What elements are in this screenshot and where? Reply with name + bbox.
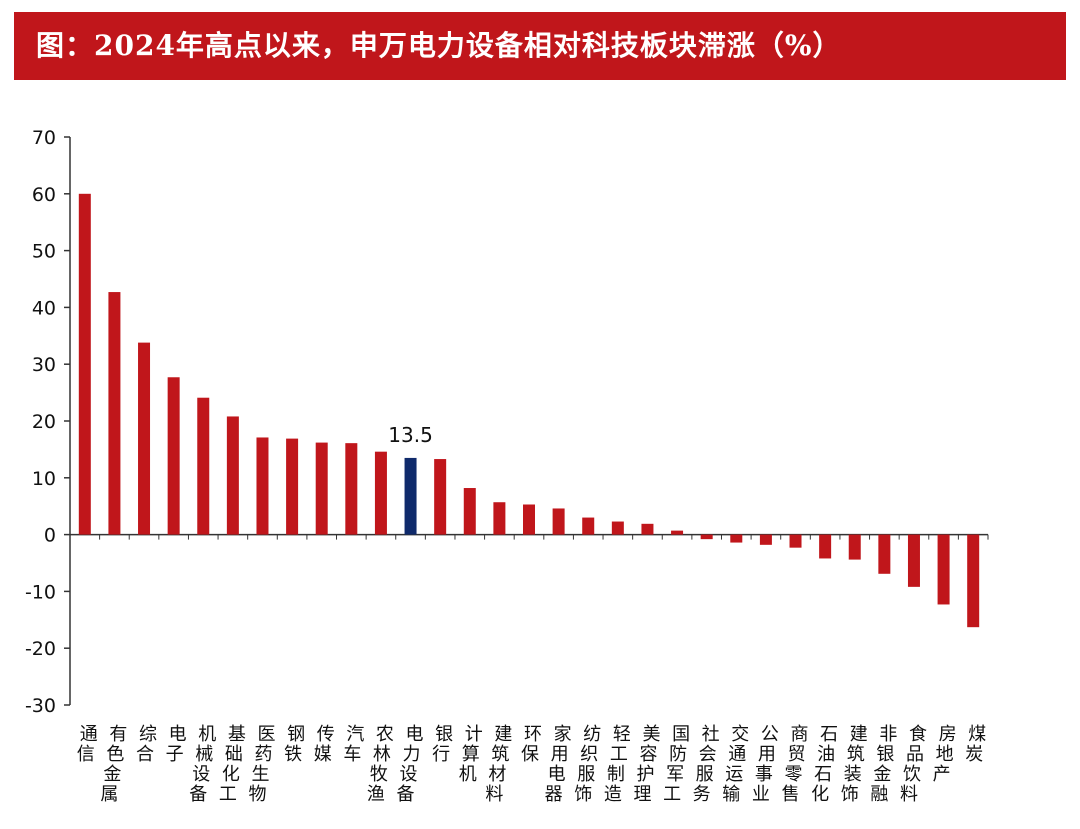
bar-轻工制造	[611, 521, 624, 535]
bar-房地产	[937, 534, 950, 605]
title-bar: 图：2024年高点以来，申万电力设备相对科技板块滞涨（%）	[14, 12, 1066, 80]
bar-食品饮料	[907, 534, 920, 587]
bar-国防军工	[671, 530, 684, 535]
x-category-label: 通信	[77, 724, 98, 765]
x-category-label: 国防军工	[663, 724, 690, 805]
x-category-label: 商贸零售	[782, 724, 809, 805]
x-category-label: 煤炭	[965, 724, 986, 765]
x-category-label: 交通运输	[722, 724, 749, 805]
bar-建筑装饰	[848, 534, 861, 560]
x-category-label: 环保	[521, 724, 542, 765]
x-category-label: 医药生物	[248, 724, 275, 805]
x-category-label: 综合	[136, 724, 157, 765]
x-category-label: 电子	[166, 724, 187, 765]
bar-建筑材料	[493, 502, 506, 535]
x-category-label: 非银金融	[870, 724, 897, 805]
x-category-label: 公用事业	[752, 724, 779, 805]
bar-传媒	[315, 442, 328, 535]
bar-美容护理	[641, 523, 654, 535]
x-category-label: 家用电器	[545, 724, 572, 805]
bar-通信	[78, 193, 91, 535]
x-category-label: 美容护理	[633, 724, 660, 805]
bar-农林牧渔	[374, 451, 387, 535]
bar-机械设备	[197, 397, 210, 535]
y-tick-label: 60	[32, 184, 56, 206]
x-category-label: 轻工制造	[604, 724, 631, 805]
y-tick-label: 50	[32, 241, 56, 263]
bar-计算机	[463, 488, 476, 535]
x-category-label: 基础化工	[219, 724, 246, 805]
bar-有色金属	[108, 292, 121, 535]
x-category-label: 银行	[432, 724, 453, 765]
y-tick-label: 0	[44, 525, 56, 547]
y-tick-label: -10	[25, 581, 56, 603]
bar-汽车	[345, 443, 358, 535]
y-tick-label: 20	[32, 411, 56, 433]
bar-社会服务	[700, 534, 713, 540]
x-category-label: 机械设备	[189, 724, 216, 805]
x-category-label: 纺织服饰	[574, 724, 601, 805]
bar-医药生物	[256, 437, 269, 535]
x-category-label: 电力设备	[397, 724, 424, 805]
y-tick-label: -30	[25, 695, 56, 717]
bar-石油石化	[819, 534, 832, 559]
bar-煤炭	[967, 534, 980, 628]
x-category-label: 有色金属	[100, 724, 127, 805]
bar-非银金融	[878, 534, 891, 574]
x-category-label: 计算机	[459, 724, 483, 785]
bar-钢铁	[286, 438, 299, 535]
y-tick-label: 10	[32, 468, 56, 490]
bar-电力设备	[404, 457, 417, 535]
bar-电子	[167, 377, 180, 535]
bar-公用事业	[759, 534, 772, 545]
highlight-data-label: 13.5	[388, 423, 433, 447]
x-category-label: 建筑装饰	[841, 724, 868, 805]
x-category-label: 食品饮料	[900, 724, 927, 805]
bar-商贸零售	[789, 534, 802, 548]
x-category-label: 建筑材料	[485, 724, 512, 805]
x-category-label: 汽车	[343, 724, 364, 765]
chart-title: 图：2024年高点以来，申万电力设备相对科技板块滞涨（%）	[36, 29, 842, 62]
y-tick-label: -20	[25, 638, 56, 660]
y-tick-label: 40	[32, 297, 56, 319]
bar-环保	[523, 504, 535, 535]
bar-家用电器	[552, 508, 565, 535]
bar-银行	[434, 459, 447, 535]
x-category-label: 社会服务	[693, 724, 720, 805]
bar-基础化工	[226, 416, 239, 535]
x-category-label: 钢铁	[284, 724, 305, 765]
x-category-label: 石油石化	[811, 724, 838, 805]
bar-综合	[138, 342, 151, 535]
x-category-label: 传媒	[314, 724, 335, 765]
bar-纺织服饰	[582, 517, 595, 535]
y-tick-label: 70	[32, 127, 56, 149]
y-tick-label: 30	[32, 354, 56, 376]
x-category-label: 农林牧渔	[367, 724, 394, 805]
x-category-label: 房地产	[933, 724, 957, 785]
bar-交通运输	[730, 534, 743, 543]
